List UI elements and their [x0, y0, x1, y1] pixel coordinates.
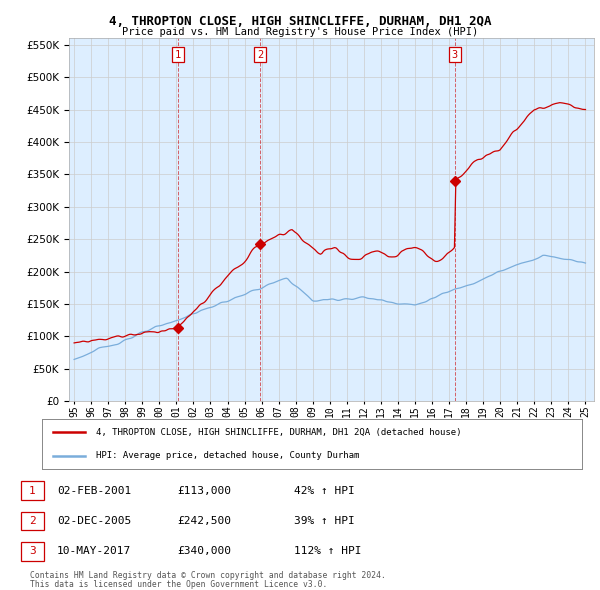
- Text: 1: 1: [29, 486, 36, 496]
- Text: 112% ↑ HPI: 112% ↑ HPI: [294, 546, 361, 556]
- Text: 02-FEB-2001: 02-FEB-2001: [57, 486, 131, 496]
- Text: 42% ↑ HPI: 42% ↑ HPI: [294, 486, 355, 496]
- Text: 02-DEC-2005: 02-DEC-2005: [57, 516, 131, 526]
- Text: 4, THROPTON CLOSE, HIGH SHINCLIFFE, DURHAM, DH1 2QA (detached house): 4, THROPTON CLOSE, HIGH SHINCLIFFE, DURH…: [96, 428, 461, 437]
- Text: 3: 3: [29, 546, 36, 556]
- Text: 3: 3: [452, 50, 458, 60]
- Text: 10-MAY-2017: 10-MAY-2017: [57, 546, 131, 556]
- Text: Contains HM Land Registry data © Crown copyright and database right 2024.: Contains HM Land Registry data © Crown c…: [30, 571, 386, 580]
- Text: £242,500: £242,500: [177, 516, 231, 526]
- Text: 4, THROPTON CLOSE, HIGH SHINCLIFFE, DURHAM, DH1 2QA: 4, THROPTON CLOSE, HIGH SHINCLIFFE, DURH…: [109, 15, 491, 28]
- Text: £340,000: £340,000: [177, 546, 231, 556]
- Text: 1: 1: [175, 50, 181, 60]
- Text: Price paid vs. HM Land Registry's House Price Index (HPI): Price paid vs. HM Land Registry's House …: [122, 27, 478, 37]
- Text: £113,000: £113,000: [177, 486, 231, 496]
- Text: This data is licensed under the Open Government Licence v3.0.: This data is licensed under the Open Gov…: [30, 579, 328, 589]
- Text: 2: 2: [257, 50, 263, 60]
- Text: 39% ↑ HPI: 39% ↑ HPI: [294, 516, 355, 526]
- Text: 2: 2: [29, 516, 36, 526]
- Text: HPI: Average price, detached house, County Durham: HPI: Average price, detached house, Coun…: [96, 451, 359, 460]
